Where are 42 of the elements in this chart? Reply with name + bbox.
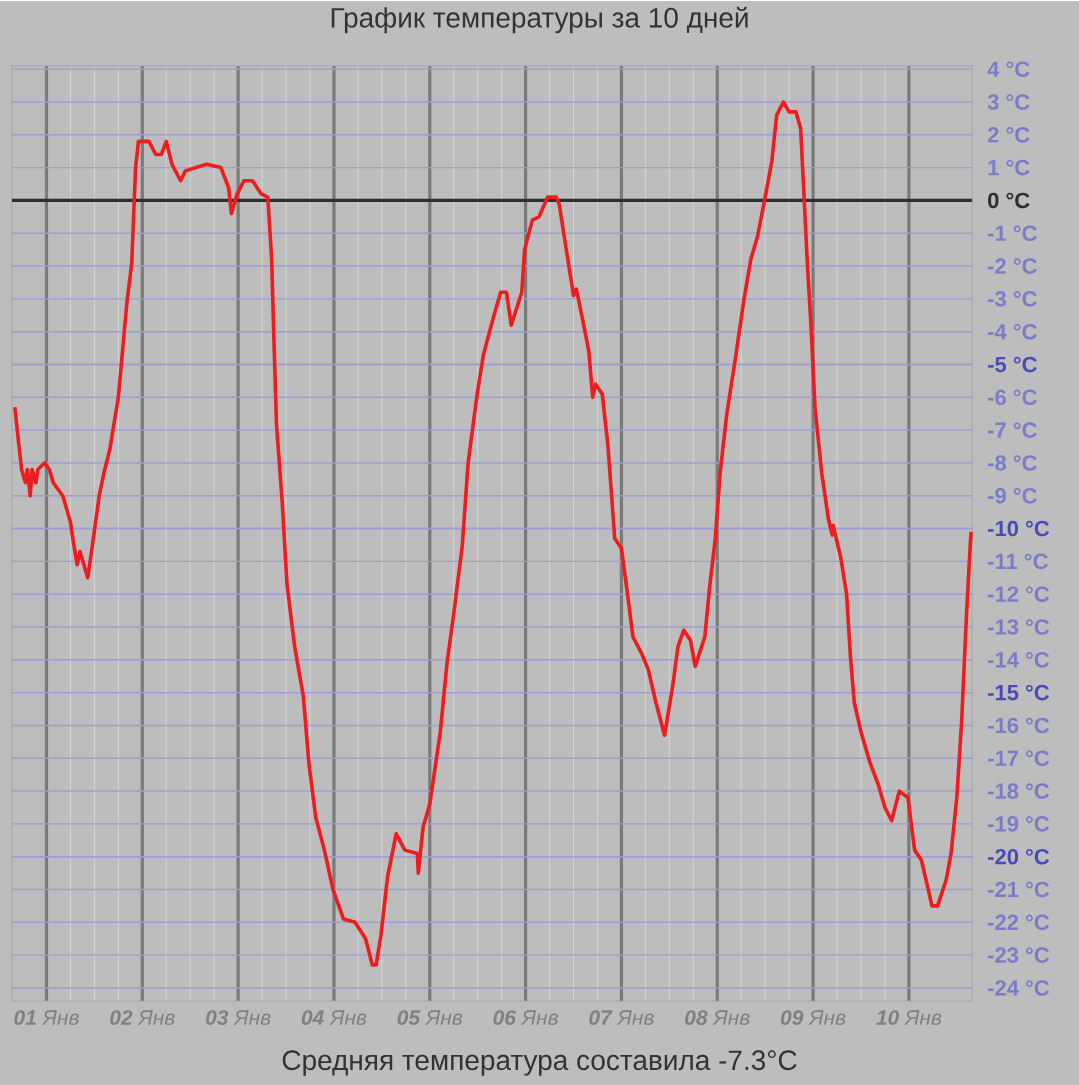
y-tick-label: -19 °C (988, 816, 1050, 832)
y-tick-label: -23 °C (988, 947, 1050, 963)
x-tick-label: 03 Янв (206, 1010, 271, 1025)
y-tick-label: -9 °C (988, 487, 1037, 504)
chart-title: График температуры за 10 дней (331, 6, 748, 34)
x-tick-label: 08 Янв (685, 1010, 750, 1025)
y-tick-label: -17 °C (988, 750, 1050, 767)
y-tick-label: -24 °C (988, 980, 1050, 996)
y-tick-label: -8 °C (988, 455, 1037, 471)
y-tick-label: -1 °C (988, 225, 1037, 242)
y-tick-label: 0 °C (988, 192, 1030, 209)
y-tick-label: -2 °C (988, 258, 1037, 274)
y-tick-label: -4 °C (988, 323, 1037, 340)
y-tick-label: -21 °C (988, 881, 1050, 898)
x-tick-label: 04 Янв (301, 1010, 367, 1025)
y-tick-label: -14 °C (988, 652, 1050, 668)
y-tick-label: -11 °C (988, 553, 1048, 570)
y-tick-label: 3 °C (987, 94, 1030, 110)
x-tick-label: 07 Янв (589, 1010, 654, 1025)
y-tick-label: -18 °C (988, 783, 1050, 799)
y-tick-label: -7 °C (988, 422, 1037, 438)
line-series (13, 100, 973, 967)
x-tick-label: 02 Янв (110, 1010, 175, 1025)
y-tick-label: -13 °C (988, 619, 1050, 635)
x-tick-label: 10 Янв (876, 1010, 942, 1025)
x-tick-label: 09 Янв (780, 1010, 846, 1025)
y-tick-label: -15 °C (988, 684, 1050, 701)
y-tick-label: -16 °C (988, 717, 1050, 734)
y-tick-label: -6 °C (988, 389, 1037, 406)
y-tick-label: 1 °C (988, 159, 1030, 176)
y-tick-label: -5 °C (988, 356, 1037, 373)
text: Средняя температура составила -7.3°C (282, 1050, 797, 1076)
y-tick-label: -10 °C (988, 520, 1050, 537)
x-tick-label: 05 Янв (397, 1010, 463, 1025)
y-tick-label: -12 °C (988, 586, 1050, 602)
y-tick-label: -22 °C (988, 914, 1050, 931)
x-tick-label: 06 Янв (493, 1010, 558, 1025)
y-tick-label: -20 °C (988, 848, 1050, 865)
x-tick-label: 01 Янв (14, 1010, 79, 1025)
y-tick-label: 4 °C (987, 61, 1030, 77)
y-tick-label: 2 °C (987, 127, 1030, 143)
y-tick-label: -3 °C (988, 291, 1037, 307)
